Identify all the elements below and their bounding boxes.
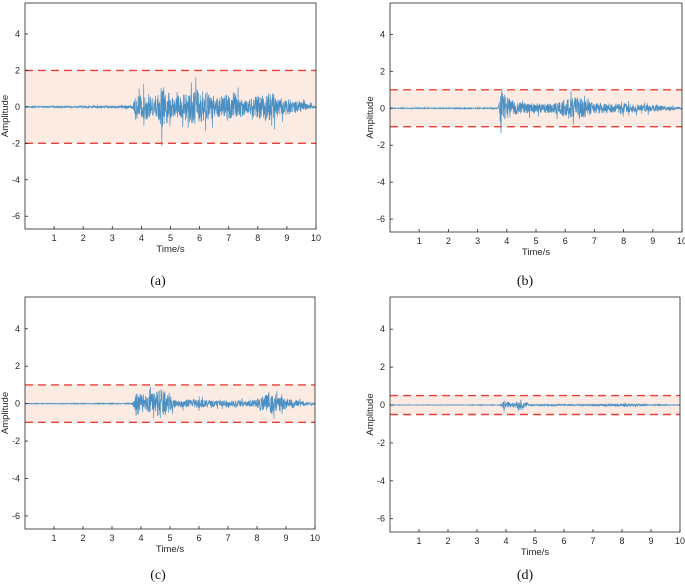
caption-c: (c) [150,568,166,583]
y-tick-label-c: -2 [12,436,20,446]
x-tick-label-b: 7 [592,236,597,246]
x-tick-label-b: 4 [504,236,509,246]
x-tick-label-c: 6 [196,533,201,543]
y-tick-label-a: 2 [15,65,20,75]
y-tick-label-b: -4 [377,177,385,187]
x-tick-label-c: 3 [109,533,114,543]
y-tick-label-c: -4 [12,473,20,483]
x-tick-label-a: 8 [255,233,260,243]
y-tick-label-c: 4 [15,324,20,334]
x-tick-label-a: 6 [197,233,202,243]
x-tick-label-d: 7 [590,536,595,546]
x-tick-label-c: 8 [254,533,259,543]
y-tick-label-a: -2 [12,138,20,148]
x-tick-label-b: 1 [417,236,422,246]
signal-line-d [389,399,681,412]
x-tick-label-b: 9 [650,236,655,246]
x-tick-label-d: 6 [561,536,566,546]
chart-a: 1 2 3 4 5 6 7 8 9 10 -6 -4 -2 0 2 4 Time/s Amplitude [0,2,321,255]
x-tick-label-d: 3 [474,536,479,546]
x-tick-label-c: 1 [51,533,56,543]
caption-a: (a) [150,274,166,289]
y-tick-label-c: 2 [15,361,20,371]
x-tick-label-b: 5 [533,236,538,246]
x-tick-label-a: 1 [52,233,57,243]
x-tick-label-b: 3 [475,236,480,246]
y-tick-label-c: 0 [15,399,20,409]
y-tick-label-b: -2 [377,140,385,150]
caption-b: (b) [516,274,534,289]
x-tick-label-b: 2 [446,236,451,246]
y-tick-label-d: 4 [380,324,385,334]
signal-line-a [24,77,317,147]
x-tick-label-a: 2 [81,233,86,243]
signal-line-b [389,90,683,134]
x-tick-label-d: 9 [648,536,653,546]
y-tick-label-d: -4 [377,476,385,486]
x-axis-label-a: Time/s [156,244,184,255]
chart-d: 1 2 3 4 5 6 7 8 9 10 -6 -4 -2 0 2 4 Time/s Amplitude [365,296,685,558]
signal-line-c [24,387,316,419]
x-tick-label-d: 4 [503,536,508,546]
x-tick-label-c: 9 [283,533,288,543]
y-tick-label-d: 0 [380,400,385,410]
y-tick-label-a: 4 [15,29,20,39]
y-tick-label-a: -4 [12,175,20,185]
y-tick-label-d: -2 [377,438,385,448]
x-tick-label-d: 5 [532,536,537,546]
y-tick-label-b: -6 [377,214,385,224]
x-tick-label-d: 1 [416,536,421,546]
x-tick-label-b: 6 [563,236,568,246]
y-tick-label-b: 4 [380,29,385,39]
x-tick-label-c: 10 [310,533,320,543]
x-tick-label-d: 8 [619,536,624,546]
x-tick-label-a: 3 [110,233,115,243]
x-tick-label-b: 8 [621,236,626,246]
y-axis-label-b: Amplitude [365,96,376,138]
y-tick-label-b: 2 [380,66,385,76]
y-axis-label-c: Amplitude [0,392,11,434]
chart-b: 1 2 3 4 5 6 7 8 9 10 -6 -4 -2 0 2 4 Time/s Amplitude [365,2,685,258]
x-tick-label-c: 4 [138,533,143,543]
x-tick-label-d: 10 [675,536,685,546]
x-tick-label-a: 10 [311,233,321,243]
y-tick-label-b: 0 [380,103,385,113]
y-axis-label-d: Amplitude [365,393,376,435]
x-tick-label-a: 5 [168,233,173,243]
x-tick-label-c: 2 [80,533,85,543]
x-tick-label-d: 2 [445,536,450,546]
x-axis-label-d: Time/s [521,547,549,558]
x-tick-label-a: 7 [226,233,231,243]
x-axis-label-b: Time/s [522,247,550,258]
caption-d: (d) [516,568,534,583]
y-tick-label-a: -6 [12,211,20,221]
y-tick-label-d: 2 [380,362,385,372]
x-tick-label-c: 7 [225,533,230,543]
y-tick-label-a: 0 [15,102,20,112]
x-tick-label-c: 5 [167,533,172,543]
y-tick-label-d: -6 [377,514,385,524]
y-axis-label-a: Amplitude [0,95,11,137]
y-tick-label-c: -6 [12,511,20,521]
x-tick-label-a: 4 [139,233,144,243]
x-axis-label-c: Time/s [156,544,184,555]
chart-c: 1 2 3 4 5 6 7 8 9 10 -6 -4 -2 0 2 4 Time/s Amplitude [0,296,320,555]
x-tick-label-b: 10 [677,236,685,246]
x-tick-label-a: 9 [284,233,289,243]
